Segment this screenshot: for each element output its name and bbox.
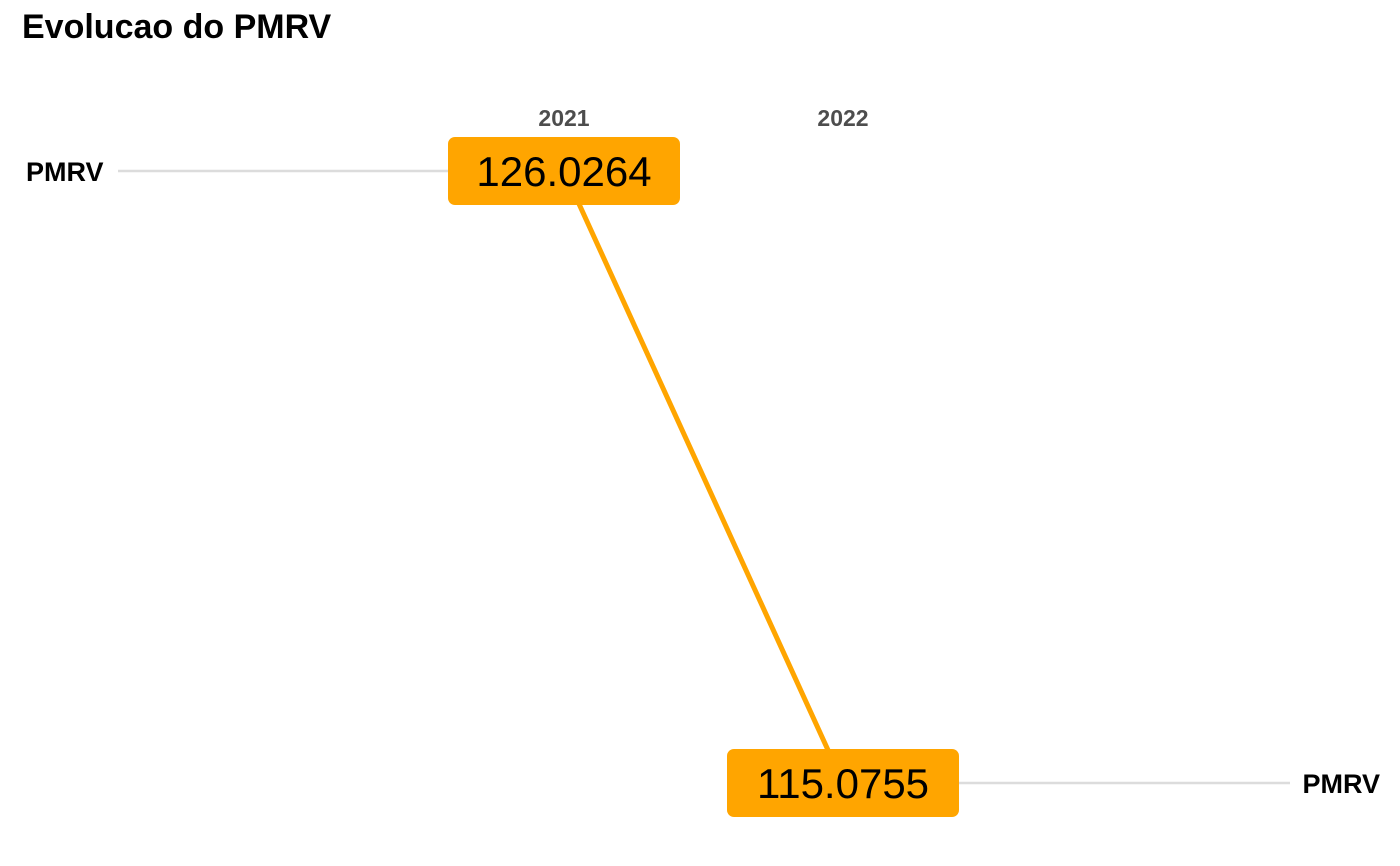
series-labels: PMRV PMRV bbox=[26, 157, 1380, 799]
data-label-box bbox=[448, 137, 680, 205]
x-tick-labels: 2021 2022 bbox=[538, 105, 868, 131]
x-tick-label-2022: 2022 bbox=[817, 105, 868, 131]
data-label-text: 126.0264 bbox=[476, 148, 651, 195]
series-label-left: PMRV bbox=[26, 157, 104, 187]
value-labels: 126.0264 115.0755 bbox=[448, 137, 959, 817]
chart-title: Evolucao do PMRV bbox=[22, 8, 332, 46]
data-label-box bbox=[727, 749, 959, 817]
series-label-right: PMRV bbox=[1302, 769, 1380, 799]
data-label-text: 115.0755 bbox=[757, 760, 929, 807]
series-lines bbox=[561, 168, 846, 786]
series-line-pmrv bbox=[561, 168, 846, 786]
x-tick-label-2021: 2021 bbox=[538, 105, 589, 131]
data-label-2021: 126.0264 bbox=[448, 137, 680, 205]
data-label-2022: 115.0755 bbox=[727, 749, 959, 817]
